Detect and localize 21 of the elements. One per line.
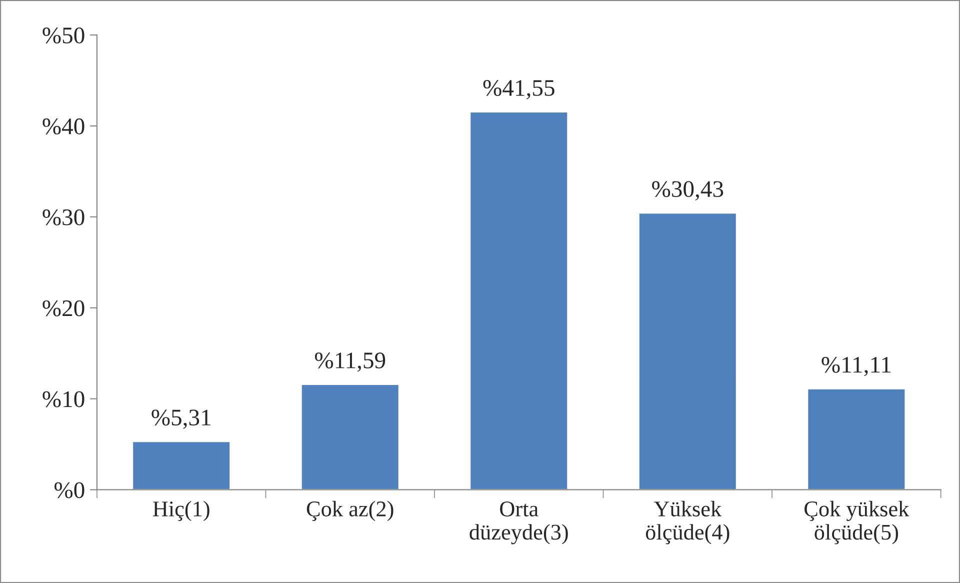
x-tick-label: Çok yüksek ölçüde(5): [804, 500, 910, 544]
data-label: %30,43: [652, 181, 724, 200]
bar: [469, 111, 569, 490]
bar: [300, 384, 400, 490]
data-label: %5,31: [152, 410, 210, 429]
bar: [638, 212, 738, 490]
data-label: %41,55: [483, 80, 554, 100]
data-label: %11,11: [822, 356, 891, 376]
x-tick-label: Çok az(2): [306, 500, 394, 521]
x-tick-label: Hiç(1): [152, 500, 210, 521]
x-tick-label: Orta düzeyde(3): [470, 502, 568, 544]
bar: [132, 440, 231, 490]
bar: [806, 388, 906, 490]
data-label: %11,59: [314, 352, 386, 372]
y-tick-label: %50: [42, 27, 84, 44]
y-tick-label: %20: [42, 300, 84, 316]
x-tick-label: Yüksek ölçüde(4): [646, 500, 730, 544]
y-tick-label: %10: [42, 391, 84, 408]
y-tick-label: %40: [42, 118, 84, 134]
y-tick-label: %30: [42, 209, 84, 226]
y-tick-label: %0: [54, 482, 84, 498]
